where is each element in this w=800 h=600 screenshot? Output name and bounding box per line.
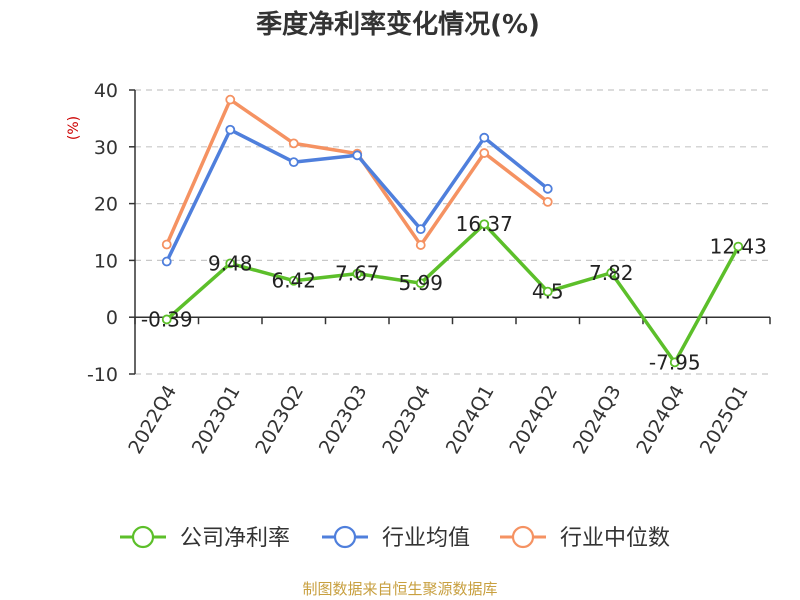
y-tick-label: -10 — [87, 364, 118, 386]
data-label: 16.37 — [456, 212, 513, 236]
x-tick-label: 2025Q1 — [696, 382, 753, 458]
source-note: 制图数据来自恒生聚源数据库 — [302, 580, 497, 598]
data-point — [288, 275, 299, 286]
legend-marker — [131, 525, 155, 549]
x-tick-label: 2023Q4 — [378, 382, 435, 458]
data-point — [288, 138, 299, 149]
legend: 公司净利率 行业均值 行业中位数 — [120, 525, 670, 551]
data-point — [352, 150, 363, 161]
gridlines — [135, 89, 770, 375]
data-point — [415, 224, 426, 235]
data-point — [606, 267, 617, 278]
data-point — [479, 219, 490, 230]
data-point — [669, 357, 680, 368]
data-point — [542, 196, 553, 207]
x-tick-label: 2024Q2 — [505, 382, 562, 458]
data-point — [225, 124, 236, 135]
x-tick-label: 2023Q1 — [188, 382, 245, 458]
data-point — [225, 258, 236, 269]
legend-label: 行业中位数 — [560, 526, 670, 551]
data-point — [161, 256, 172, 267]
data-point — [415, 240, 426, 250]
data-label: 6.42 — [271, 269, 316, 293]
data-point — [415, 278, 426, 289]
legend-label: 行业均值 — [382, 526, 470, 551]
data-point — [542, 183, 553, 194]
x-tick-label: 2022Q4 — [124, 382, 181, 458]
data-point — [225, 94, 236, 105]
data-label: 4.5 — [532, 280, 564, 304]
legend-label: 公司净利率 — [180, 526, 290, 551]
data-point — [288, 157, 299, 168]
data-label: 7.82 — [589, 261, 634, 285]
y-tick-label: 20 — [94, 194, 118, 216]
data-label: 5.99 — [398, 271, 443, 295]
x-tick-label: 2024Q4 — [632, 382, 689, 458]
x-tick-label: 2024Q1 — [442, 382, 499, 458]
series-lines — [161, 94, 744, 368]
data-point — [479, 148, 490, 158]
y-tick-label: 30 — [94, 137, 118, 159]
data-point — [479, 132, 490, 143]
legend-marker — [333, 525, 357, 549]
x-tick-label: 2023Q2 — [251, 382, 308, 458]
y-tick-label: 10 — [94, 250, 118, 272]
data-point — [542, 286, 553, 297]
y-tick-label: 0 — [106, 307, 118, 329]
data-point — [161, 239, 172, 250]
data-label: 12.43 — [710, 235, 767, 259]
y-axis-label: (%) — [66, 116, 82, 140]
data-point — [733, 241, 744, 252]
axes: 40 30 20 10 0 -10 2022Q4 2023Q1 2023Q2 2023Q3 2023… — [87, 80, 771, 458]
data-label: -0.39 — [141, 307, 193, 331]
data-labels: -0.39 9.48 6.42 7.67 5.99 16.37 4.5 7.82 -7.95 12… — [141, 212, 767, 374]
chart-title: 季度净利率变化情况(%) — [256, 9, 540, 40]
x-tick-label: 2024Q3 — [569, 382, 626, 458]
data-point — [161, 314, 172, 325]
data-point — [352, 268, 363, 279]
data-label: 7.67 — [335, 262, 380, 286]
data-label: -7.95 — [649, 350, 701, 374]
series-line — [165, 222, 740, 365]
x-tick-label: 2023Q3 — [315, 382, 372, 458]
legend-marker — [511, 525, 535, 549]
data-label: 9.48 — [208, 251, 253, 275]
y-tick-label: 40 — [94, 80, 118, 102]
